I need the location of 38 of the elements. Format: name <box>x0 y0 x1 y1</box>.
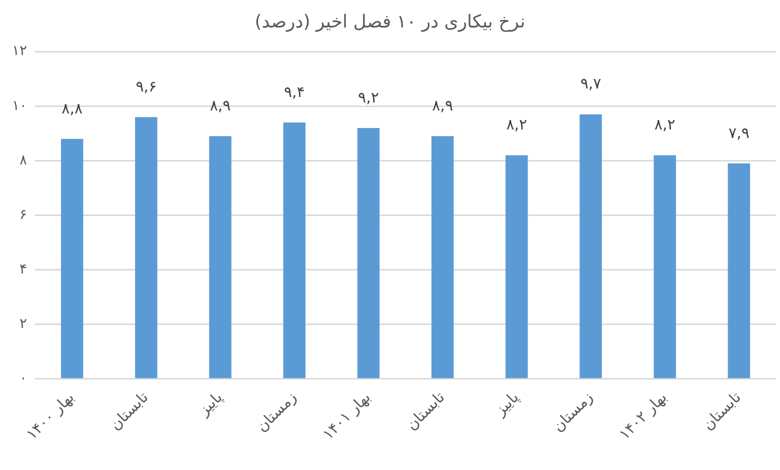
bar <box>357 128 380 378</box>
y-tick-label: ۱۲ <box>12 43 28 60</box>
bar <box>506 155 528 378</box>
x-tick-label: بهار ۱۴۰۲ <box>615 388 670 444</box>
bar <box>135 117 158 378</box>
x-tick-label: تابستان <box>698 388 745 434</box>
x-tick-label: بهار ۱۴۰۰ <box>22 388 78 444</box>
x-tick-label: زمستان <box>252 388 300 436</box>
x-tick-label: پاییز <box>194 388 226 420</box>
y-tick-label: ۲ <box>20 316 28 332</box>
data-label: ۹,۴ <box>284 82 305 101</box>
bar <box>60 138 84 378</box>
y-tick-label: ۴ <box>20 261 28 278</box>
data-label: ۸,۸ <box>62 99 83 118</box>
bar <box>283 122 306 378</box>
x-tick-label: تابستان <box>106 388 152 434</box>
x-tick-label: زمستان <box>549 388 596 436</box>
y-tick-label: ۰ <box>20 370 28 387</box>
y-tick-label: ۶ <box>20 206 28 223</box>
bar <box>431 136 454 378</box>
bar <box>209 136 232 378</box>
bar <box>654 155 676 378</box>
data-label: ۸,۹ <box>210 96 231 115</box>
data-label: ۷,۹ <box>728 124 750 142</box>
data-label: ۹,۶ <box>136 77 157 96</box>
data-label: ۸,۹ <box>432 96 454 115</box>
bar <box>728 163 750 378</box>
x-tick-label: پاییز <box>490 388 522 420</box>
x-tick-label: تابستان <box>402 388 448 434</box>
y-tick-label: ۱۰ <box>12 98 28 114</box>
y-tick-label: ۸ <box>20 152 28 168</box>
data-label: ۸,۲ <box>654 116 676 134</box>
data-label: ۹,۷ <box>580 74 602 93</box>
data-label: ۸,۲ <box>506 116 528 134</box>
bar <box>580 114 602 378</box>
data-label: ۹,۲ <box>358 88 379 106</box>
chart-title: نرخ بیکاری در ۱۰ فصل اخیر (درصد) <box>254 11 526 32</box>
x-tick-label: بهار ۱۴۰۱ <box>318 388 374 444</box>
